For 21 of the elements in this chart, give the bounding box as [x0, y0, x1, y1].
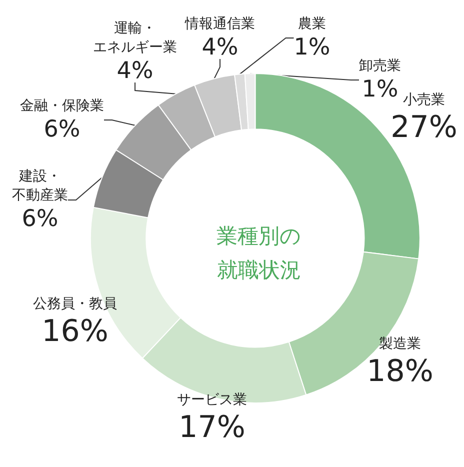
slice-label: 製造業 [379, 336, 421, 352]
data-label: 4% [202, 34, 238, 60]
data-label: 16% [42, 314, 108, 349]
slice-label: 小売業 [403, 92, 445, 108]
data-label: 6% [22, 206, 58, 232]
slice-label: 卸売業 [359, 58, 401, 74]
data-label: 27% [390, 110, 458, 145]
data-label: 18% [366, 354, 434, 389]
data-label: 1% [294, 34, 330, 60]
slice-label: 金融・保険業 [20, 98, 104, 114]
slice-label: 運輸・エネルギー業 [93, 20, 177, 56]
data-label: 6% [44, 116, 80, 142]
data-label: 1% [362, 76, 398, 102]
slice-label: 農業 [298, 16, 326, 32]
slice-label: サービス業 [177, 392, 247, 408]
slice-label: 公務員・教員 [33, 296, 117, 312]
slice-label: 建設・不動産業 [12, 168, 68, 204]
data-label: 4% [116, 58, 154, 84]
slice-label: 情報通信業 [184, 16, 255, 32]
data-label: 17% [178, 410, 246, 445]
text: 業種別の就職状況 [216, 224, 302, 282]
